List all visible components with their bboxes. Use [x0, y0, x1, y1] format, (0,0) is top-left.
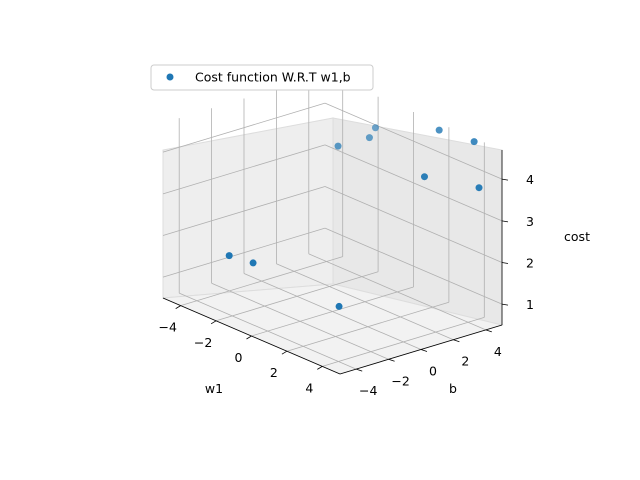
back-pane-left [162, 117, 334, 299]
grid-line-wall-z [162, 186, 326, 236]
grid-line-wall-z [162, 144, 326, 195]
grid-line-floor-b [308, 253, 486, 331]
grid-lines [162, 78, 503, 370]
grid-line-floor-b [211, 282, 389, 360]
x-tick-mark [246, 335, 252, 340]
x-tick-label: 2 [270, 365, 278, 380]
y-tick-label: 0 [429, 364, 437, 379]
axes: −4 −2 0 2 4 −4 −2 0 2 4 1 2 3 4 [158, 150, 534, 398]
z-tick-label: 1 [526, 297, 534, 312]
grid-line-wall-z [324, 227, 503, 305]
legend-marker [166, 73, 174, 81]
y-tick-mark [485, 329, 492, 333]
z-tick-label: 2 [526, 256, 534, 271]
y-tick-mark [356, 368, 363, 372]
x-tick-mark [175, 305, 181, 309]
z-tick-mark [501, 303, 509, 306]
x-tick-mark [317, 366, 323, 370]
x-tick-mark [210, 320, 217, 325]
data-points [225, 124, 483, 310]
grid-line-floor-b [243, 273, 422, 350]
data-point [420, 173, 428, 181]
data-point [475, 184, 483, 192]
y-tick-mark [388, 358, 395, 362]
z-tick-label: 3 [526, 214, 534, 229]
x-axis-label: w1 [205, 381, 223, 396]
legend-frame [150, 64, 374, 91]
x-tick-label: −4 [158, 320, 176, 335]
data-point [470, 138, 478, 146]
data-point [249, 259, 257, 267]
z-tick-mark [501, 220, 509, 223]
legend-label: Cost function W.R.T w1,b [195, 70, 351, 85]
y-tick-label: −4 [359, 383, 377, 398]
y-axis-label: b [449, 381, 457, 396]
data-point [371, 124, 379, 132]
x-tick-mark [281, 350, 288, 355]
x-tick-label: 4 [305, 380, 313, 395]
data-point [435, 126, 443, 134]
data-point [225, 252, 233, 260]
grid-line-wall-z [162, 102, 326, 153]
z-axis-label: cost [564, 229, 590, 244]
y-tick-label: 2 [461, 354, 469, 369]
z-tick-mark [501, 262, 509, 264]
x-tick-label: −2 [194, 335, 212, 350]
y-tick-mark [420, 349, 428, 352]
y-tick-label: 4 [494, 344, 502, 359]
data-point [335, 302, 343, 310]
data-point [334, 142, 342, 150]
grid-line-wall-z [324, 186, 503, 263]
z-tick-label: 4 [526, 172, 534, 187]
legend: Cost function W.R.T w1,b [150, 64, 374, 91]
y-tick-label: −2 [391, 373, 409, 388]
grid-line-wall-z [162, 227, 326, 278]
z-tick-mark [501, 178, 509, 181]
x-tick-label: 0 [235, 350, 243, 365]
grid-line-wall-z [324, 102, 503, 180]
grid-line-floor-b [276, 263, 454, 341]
grid-line-floor-b [179, 292, 357, 370]
grid-line-wall-z [324, 144, 503, 222]
data-point [365, 134, 373, 142]
y-tick-mark [453, 339, 460, 343]
